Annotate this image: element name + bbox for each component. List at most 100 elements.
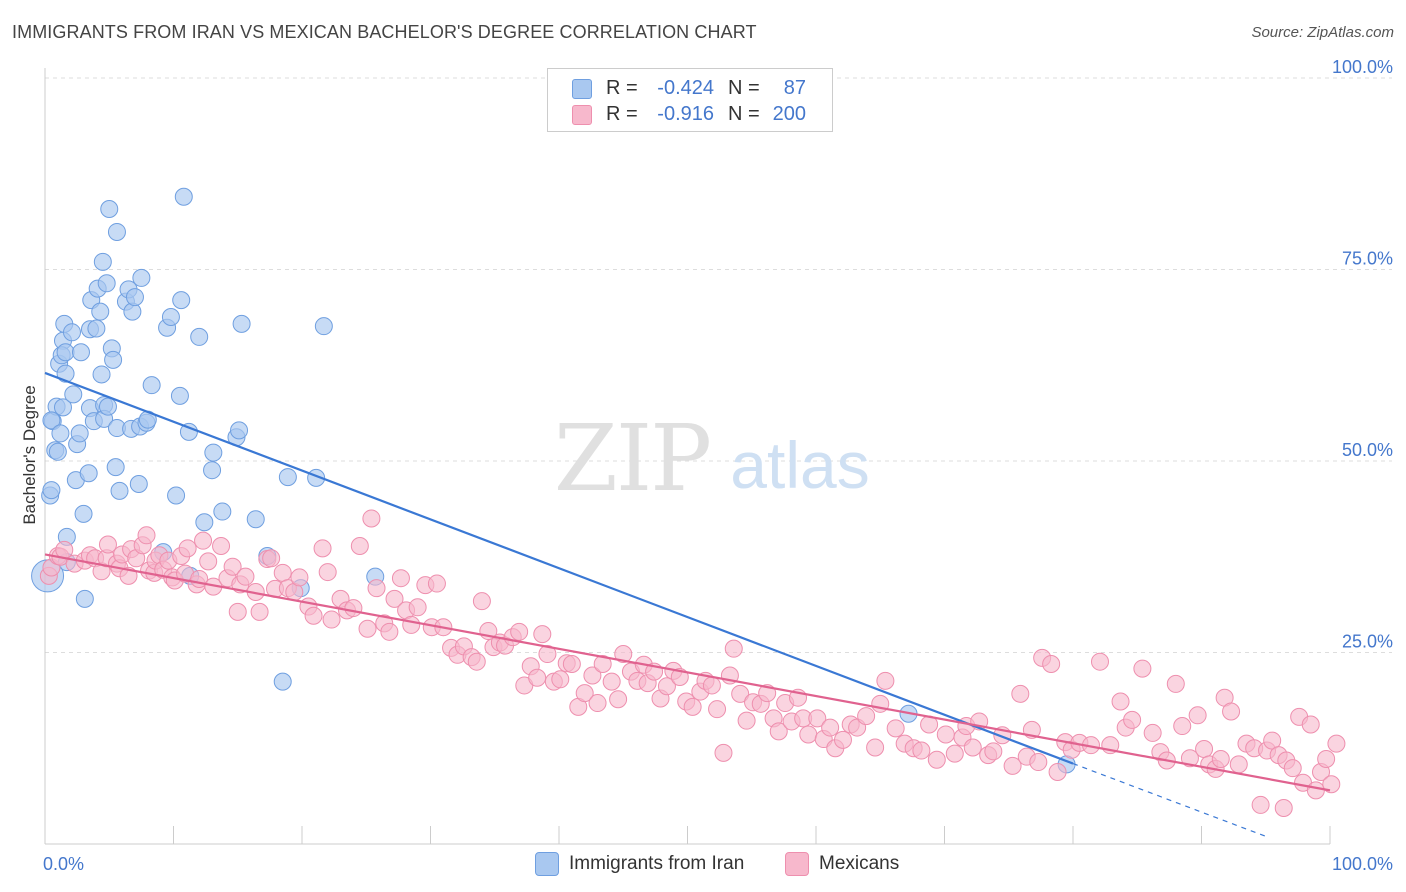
iran-point (42, 481, 61, 500)
mexicans-point (833, 730, 852, 749)
mexicans-point (212, 537, 231, 556)
mexicans-point (228, 602, 247, 621)
mexicans-point (362, 509, 381, 528)
iran-point (174, 187, 193, 206)
mexicans-point (1327, 734, 1346, 753)
mexicans-point (290, 568, 309, 587)
axes (44, 68, 1331, 845)
legend-r-value: -0.916 (657, 103, 714, 125)
mexicans-point (1322, 775, 1341, 794)
mexicans-point (769, 722, 788, 741)
iran-point (48, 442, 67, 461)
iran-point (278, 468, 297, 487)
y-axis-title: Bachelor's Degree (20, 385, 39, 525)
iran-point (74, 504, 93, 523)
mexicans-point (385, 589, 404, 608)
iran-point (92, 365, 111, 384)
x-tick-label: 0.0% (43, 854, 84, 874)
iran-point (97, 274, 116, 293)
mexicans-point (1133, 659, 1152, 678)
iran-point (87, 319, 106, 338)
legend-r-label: R = (606, 77, 638, 99)
iran-point (56, 343, 75, 362)
iran-point (125, 288, 144, 307)
iran-point (246, 510, 265, 529)
mexicans-point (358, 619, 377, 638)
mexicans-point (380, 622, 399, 641)
mexicans-point (1173, 717, 1192, 736)
mexicans-point (963, 738, 982, 757)
watermark: ZIP atlas (554, 405, 870, 512)
iran-trend-line (44, 371, 1074, 765)
legend-r-value: -0.424 (657, 77, 714, 99)
iran-point (129, 474, 148, 493)
mexicans-point (262, 549, 281, 568)
mexicans-point (936, 725, 955, 744)
iran-point (75, 589, 94, 608)
mexicans-point (737, 711, 756, 730)
iran-point (70, 424, 89, 443)
mexicans-point (657, 677, 676, 696)
mexicans-point (866, 738, 885, 757)
legend-n-label: N = (728, 77, 760, 99)
iran-point (213, 502, 232, 521)
watermark-atlas: atlas (730, 428, 869, 502)
iran-point (79, 464, 98, 483)
iran-point (230, 421, 249, 440)
iran-point (161, 307, 180, 326)
iran-point (167, 486, 186, 505)
iran-point (107, 222, 126, 241)
iran-point (98, 397, 117, 416)
mexicans-point (408, 598, 427, 617)
mexicans-point (1011, 684, 1030, 703)
mexicans-point (472, 592, 491, 611)
legend-row-mexicans: R = -0.916 N = 200 (548, 101, 832, 127)
mexicans-point (273, 563, 292, 582)
iran-point (132, 268, 151, 287)
mexicans-point (1222, 702, 1241, 721)
mexicans-point (1317, 749, 1336, 768)
iran-point (170, 386, 189, 405)
mexicans-point (702, 676, 721, 695)
mexicans-point (857, 707, 876, 726)
mexicans-point (137, 526, 156, 545)
mexicans-point (583, 666, 602, 685)
mexicans-point (945, 744, 964, 763)
iran-point (106, 458, 125, 477)
iran-point (64, 385, 83, 404)
mexicans-point (1229, 755, 1248, 774)
mexicans-point (402, 615, 421, 634)
mexicans-trend-line (44, 553, 1331, 792)
mexicans-point (575, 684, 594, 703)
iran-point (204, 443, 223, 462)
iran-point (110, 481, 129, 500)
legend-r-label: R = (606, 103, 638, 125)
chart-title: IMMIGRANTS FROM IRAN VS MEXICAN BACHELOR… (12, 22, 757, 42)
legend-n-value: 200 (772, 103, 806, 125)
legend-row-iran: R = -0.424 N = 87 (548, 75, 832, 101)
mexicans-point (427, 574, 446, 593)
iran-trend-extension (1072, 763, 1266, 837)
iran-point (273, 672, 292, 691)
mexicans-point (250, 602, 269, 621)
mexicans-point (1301, 715, 1320, 734)
mexicans-points-group (39, 509, 1346, 817)
iran-point (232, 314, 251, 333)
mexicans-point (538, 645, 557, 664)
mexicans-point (609, 690, 628, 709)
iran-point (93, 252, 112, 271)
source-text: Source: ZipAtlas.com (1251, 24, 1394, 41)
mexicans-point (1029, 753, 1048, 772)
mexicans-point (1048, 762, 1067, 781)
iran-point (100, 199, 119, 218)
watermark-zip: ZIP (554, 405, 710, 512)
legend-swatch-iran (572, 79, 592, 99)
legend-n-label: N = (728, 103, 760, 125)
iran-point (195, 513, 214, 532)
mexicans-point (391, 569, 410, 588)
iran-point (104, 350, 123, 369)
mexicans-point (808, 709, 827, 728)
mexicans-point (367, 579, 386, 598)
mexicans-point (602, 672, 621, 691)
mexicans-point (223, 557, 242, 576)
